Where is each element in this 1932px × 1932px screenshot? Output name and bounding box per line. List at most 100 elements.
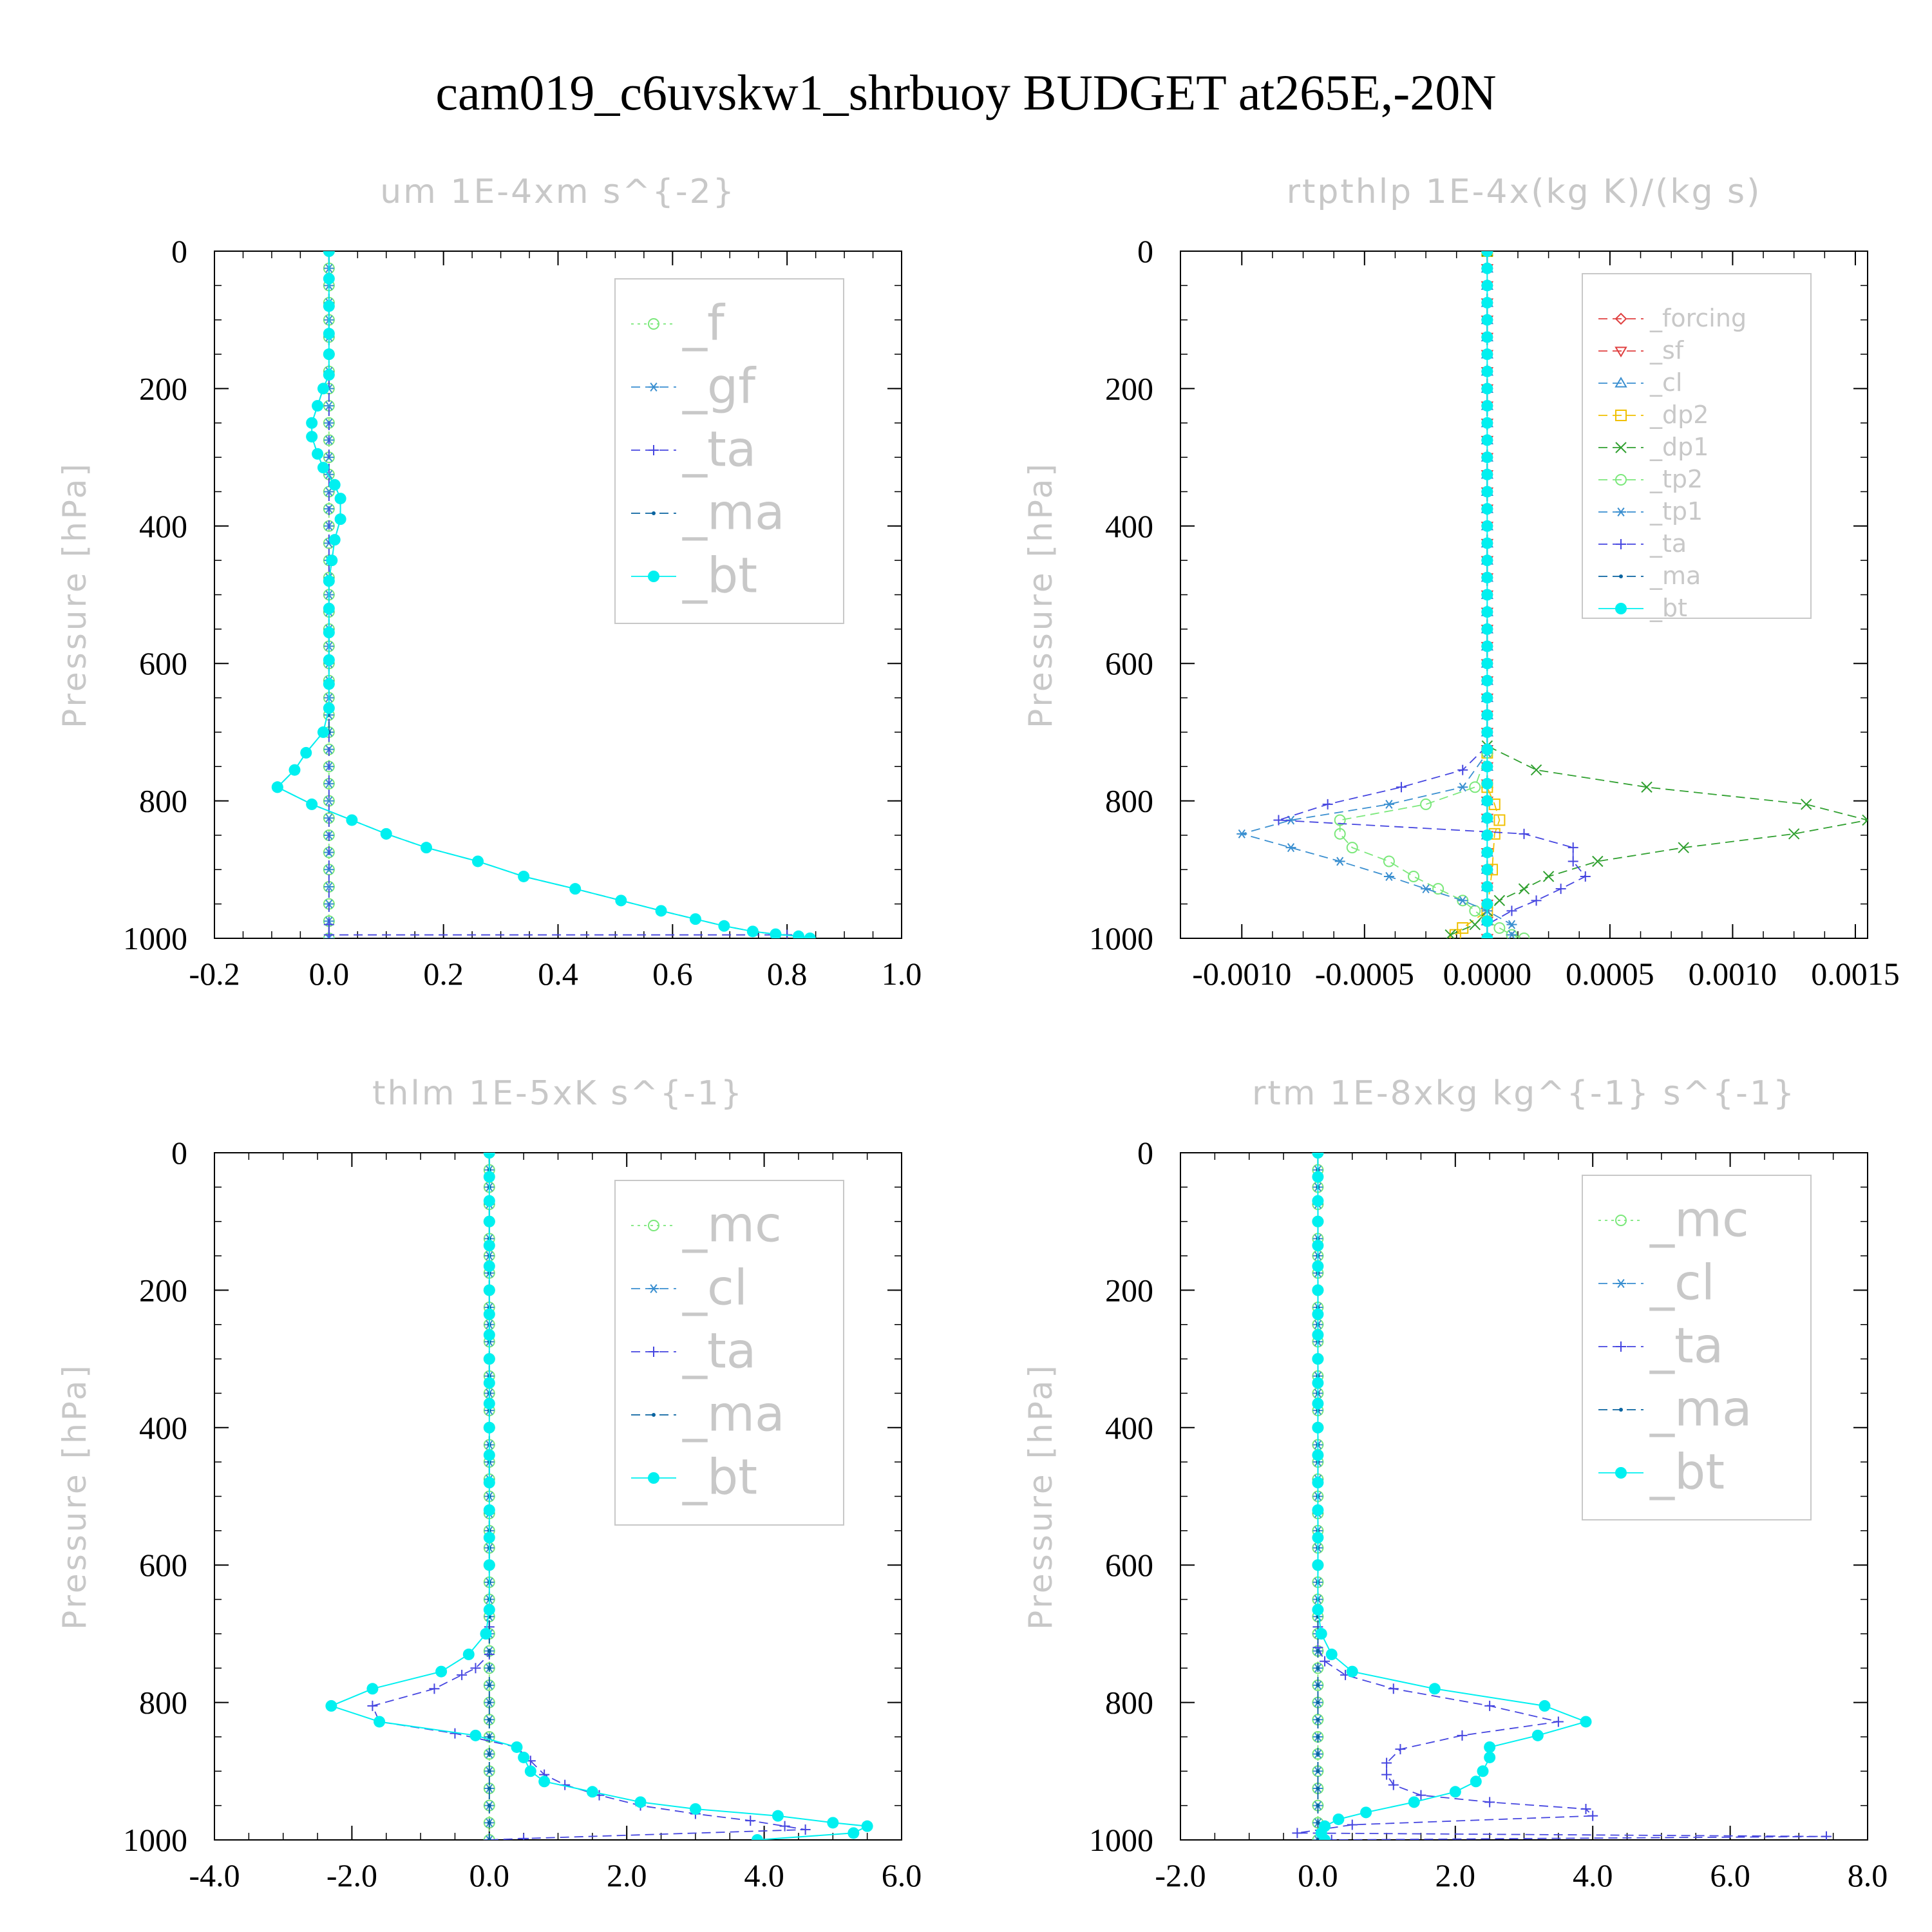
data-point_ta <box>1567 842 1578 853</box>
data-point_dp1 <box>1862 814 1868 826</box>
data-point_ta <box>1519 828 1530 839</box>
data-point_bt <box>1312 1260 1324 1273</box>
data-point_bt <box>1481 348 1493 361</box>
data-point_bt <box>328 534 341 546</box>
y-tick-label: 1000 <box>1089 1822 1153 1858</box>
data-point_bt <box>420 842 432 854</box>
panel-1: um 1E-4xm s^{-2} Pressure [hPa] 0 200 400 600… <box>56 173 922 992</box>
figure-title: cam019_c6uvskw1_shrbuoy BUDGET at265E,-2… <box>435 64 1496 120</box>
data-point_bt <box>306 417 318 429</box>
x-tick-label: -2.0 <box>327 1857 377 1893</box>
data-point_gf <box>323 865 334 875</box>
data-point_bt <box>323 678 335 690</box>
data-point_bt <box>1481 898 1493 910</box>
x-tick-label: -0.0010 <box>1192 956 1291 992</box>
x-tick-label: 6.0 <box>1710 1857 1750 1893</box>
legend-entry_mc: _mc <box>682 1195 782 1253</box>
legend-entry_cl: _cl <box>682 1258 748 1316</box>
data-point_ta <box>1506 905 1517 916</box>
data-point_bt <box>483 1604 495 1616</box>
legend-entry_mc: _mc <box>1649 1190 1749 1247</box>
y-tick-label: 1000 <box>123 920 187 956</box>
legend-marker_dp1 <box>1615 442 1627 453</box>
legend-entry_cl: _cl <box>1649 1253 1715 1311</box>
data-point_ta <box>1395 1744 1406 1755</box>
data-point_bt <box>827 1817 839 1829</box>
y-tick-label: 600 <box>1105 645 1153 681</box>
y-tick-label: 400 <box>139 508 187 544</box>
legend: _mc _cl_ta_ma _bt <box>1582 1175 1812 1520</box>
data-point_tp1 <box>1421 884 1432 894</box>
data-point_bt <box>271 781 283 793</box>
data-point_bt <box>1312 1215 1324 1227</box>
data-point_bt <box>472 855 484 867</box>
data-point_bt <box>323 602 335 614</box>
data-point_bt <box>1481 279 1493 292</box>
data-point_ta <box>367 1700 378 1711</box>
data-point_bt <box>323 300 335 312</box>
data-point_tp2 <box>1432 883 1444 895</box>
series-line_ta <box>1297 1153 1827 1840</box>
data-point_ma <box>487 1838 491 1840</box>
panel-2: rtpthlp 1E-4x(kg K)/(kg s) Pressure [hPa]… <box>1022 173 1900 992</box>
data-point_tp1 <box>1457 782 1468 792</box>
data-point_tp1 <box>1506 930 1517 938</box>
data-point_bt <box>325 1700 337 1712</box>
data-point_ta <box>457 1669 468 1680</box>
data-point_bt <box>1312 1421 1324 1434</box>
legend-marker_mc <box>648 1220 659 1231</box>
data-point_ma <box>487 1649 491 1653</box>
data-point_ma <box>1316 1752 1320 1756</box>
data-point_bt <box>374 1716 386 1728</box>
x-tick-label: 0.2 <box>423 956 464 992</box>
data-point_ma <box>487 1700 491 1705</box>
data-point_bt <box>1428 1683 1441 1695</box>
data-point_bt <box>1481 709 1493 721</box>
panel-title: thlm 1E-5xK s^{-1} <box>372 1074 744 1113</box>
data-point_ma <box>487 1666 491 1671</box>
legend-entry_ta: _ta <box>682 420 756 477</box>
data-point_bt <box>483 1397 495 1410</box>
data-point_bt <box>569 883 582 895</box>
data-point_tp2 <box>1493 922 1506 934</box>
legend-entry_bt: _bt <box>1649 1443 1725 1500</box>
data-point_bt <box>346 814 358 826</box>
data-point_tp1 <box>1383 871 1394 881</box>
data-point_bt <box>538 1776 551 1788</box>
data-point_ma <box>487 1821 491 1825</box>
data-point_tp2 <box>1346 842 1358 854</box>
data-point_bt <box>1312 1477 1324 1489</box>
data-point_ta <box>1457 1730 1468 1741</box>
legend-marker_ma <box>1619 574 1623 578</box>
data-point_ta <box>1555 884 1566 895</box>
panel-title: um 1E-4xm s^{-2} <box>380 173 736 211</box>
data-point_ta <box>1273 815 1284 826</box>
y-tick-label: 800 <box>139 1685 187 1721</box>
x-tick-label: 8.0 <box>1848 1857 1888 1893</box>
data-point_bt <box>1312 1329 1324 1341</box>
data-point_bt <box>1481 571 1493 583</box>
legend-entry_dp2: _dp2 <box>1649 401 1709 429</box>
data-point_ma <box>487 1803 491 1808</box>
series-line_tp2 <box>1339 251 1524 938</box>
x-tick-label: 2.0 <box>1435 1857 1476 1893</box>
data-point_bt <box>328 478 341 491</box>
data-point_bt <box>435 1665 448 1678</box>
data-point_ta <box>1821 1831 1832 1840</box>
legend: _forcing _sf _cl _dp2 _dp1 _tp2 _tp1 _ta _ma _bt <box>1582 273 1812 622</box>
data-point_ta <box>429 1683 440 1694</box>
x-tick-label: 0.4 <box>538 956 578 992</box>
data-point_bt <box>1481 623 1493 635</box>
data-point_bt <box>483 1308 495 1320</box>
y-tick-label: 400 <box>139 1410 187 1446</box>
data-point_bt <box>1481 795 1493 807</box>
data-point_ma <box>1316 1649 1320 1653</box>
data-point_bt <box>1481 251 1493 257</box>
data-point_ta <box>1381 1757 1392 1768</box>
data-point_tp1 <box>1236 829 1247 838</box>
data-point_bt <box>1481 915 1493 927</box>
legend-entry_bt: _bt <box>1649 594 1687 622</box>
data-point_ta <box>470 1663 481 1674</box>
legend-entry_bt: _bt <box>682 1448 757 1505</box>
data-point_ta <box>1484 1797 1495 1808</box>
